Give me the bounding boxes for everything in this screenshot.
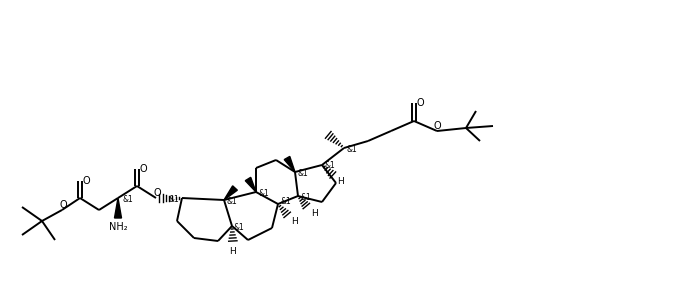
Text: &1: &1 <box>346 145 358 154</box>
Text: O: O <box>60 200 66 210</box>
Text: O: O <box>82 176 90 186</box>
Text: H: H <box>292 218 298 226</box>
Text: &1: &1 <box>281 197 291 206</box>
Text: &1: &1 <box>227 197 237 206</box>
Polygon shape <box>284 157 295 172</box>
Text: H: H <box>337 178 344 187</box>
Text: O: O <box>153 188 161 198</box>
Polygon shape <box>224 186 237 200</box>
Text: &1: &1 <box>300 194 312 203</box>
Text: NH₂: NH₂ <box>108 222 127 232</box>
Text: &1: &1 <box>298 169 309 178</box>
Text: O: O <box>433 121 441 131</box>
Polygon shape <box>115 198 122 218</box>
Text: O: O <box>139 164 147 174</box>
Polygon shape <box>245 177 256 192</box>
Text: O: O <box>416 98 424 108</box>
Text: &1: &1 <box>122 194 134 203</box>
Text: &1: &1 <box>258 188 270 197</box>
Text: &1: &1 <box>169 196 179 204</box>
Text: H: H <box>311 209 317 218</box>
Text: &1: &1 <box>234 224 244 232</box>
Text: H: H <box>230 247 237 256</box>
Text: &1: &1 <box>325 162 335 170</box>
